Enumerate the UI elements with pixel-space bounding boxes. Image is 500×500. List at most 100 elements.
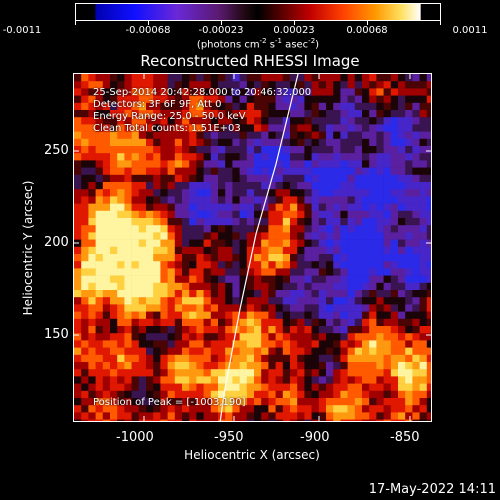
heatmap-cell (189, 153, 197, 161)
heatmap-cell (153, 146, 161, 154)
heatmap-cell (290, 347, 298, 356)
heatmap-cell (81, 376, 89, 384)
heatmap-cell (376, 74, 384, 82)
heatmap-cell (333, 376, 341, 384)
heatmap-cell (412, 138, 420, 147)
heatmap-cell (398, 369, 406, 377)
heatmap-cell (354, 74, 363, 82)
heatmap-cell (297, 95, 305, 104)
heatmap-cell (304, 390, 312, 399)
heatmap-cell (218, 369, 226, 377)
heatmap-cell (412, 405, 420, 413)
heatmap-cell (268, 218, 276, 226)
heatmap-cell (246, 210, 255, 219)
heatmap-cell (369, 398, 377, 406)
heatmap-cell (347, 174, 356, 183)
heatmap-cell (210, 196, 219, 204)
heatmap-cell (102, 88, 111, 96)
heatmap-cell (210, 146, 219, 154)
heatmap-cell (218, 398, 226, 406)
heatmap-cell (81, 254, 89, 262)
heatmap-cell (167, 138, 176, 147)
heatmap-cell (153, 347, 161, 356)
heatmap-cell (376, 340, 384, 348)
heatmap-cell (196, 110, 204, 118)
heatmap-cell (210, 232, 219, 240)
heatmap-cell (95, 246, 104, 255)
heatmap-cell (174, 160, 183, 168)
heatmap-cell (232, 81, 240, 89)
heatmap-cell (153, 225, 161, 233)
heatmap-cell (354, 383, 363, 392)
heatmap-cell (218, 419, 226, 421)
heatmap-cell (124, 369, 132, 377)
heatmap-cell (419, 117, 428, 125)
x-tick-label: -850 (390, 430, 420, 445)
heatmap-cell (74, 390, 82, 399)
heatmap-cell (369, 297, 377, 305)
heatmap-cell (131, 138, 140, 147)
heatmap-cell (81, 146, 89, 154)
heatmap-cell (261, 239, 269, 248)
heatmap-cell (275, 189, 284, 197)
heatmap-cell (383, 362, 392, 370)
heatmap-cell (196, 369, 204, 377)
heatmap-cell (74, 196, 82, 204)
heatmap-cell (203, 254, 212, 262)
heatmap-cell (412, 275, 420, 284)
heatmap-cell (297, 275, 305, 284)
heatmap-cell (268, 117, 276, 125)
heatmap-cell (117, 153, 125, 161)
heatmap-cell (405, 311, 413, 320)
heatmap-cell (326, 138, 334, 147)
heatmap-cell (275, 333, 284, 341)
heatmap-cell (110, 254, 118, 262)
heatmap-cell (131, 268, 140, 276)
heatmap-cell (95, 254, 104, 262)
heatmap-cell (246, 189, 255, 197)
heatmap-cell (398, 239, 406, 248)
heatmap-cell (81, 340, 89, 348)
heatmap-cell (88, 354, 96, 363)
heatmap-cell (398, 246, 406, 255)
heatmap-cell (383, 254, 392, 262)
heatmap-cell (153, 340, 161, 348)
heatmap-cell (232, 390, 240, 399)
heatmap-cell (369, 81, 377, 89)
heatmap-cell (326, 290, 334, 298)
heatmap-cell (95, 369, 104, 377)
heatmap-cell (254, 167, 262, 176)
heatmap-cell (182, 196, 190, 204)
heatmap-cell (318, 203, 327, 212)
heatmap-cell (254, 246, 262, 255)
heatmap-cell (124, 138, 132, 147)
heatmap-cell (318, 311, 327, 320)
heatmap-cell (333, 225, 341, 233)
heatmap-cell (405, 131, 413, 140)
heatmap-cell (167, 167, 176, 176)
heatmap-cell (261, 196, 269, 204)
heatmap-cell (362, 153, 370, 161)
heatmap-cell (218, 203, 226, 212)
heatmap-cell (398, 88, 406, 96)
heatmap-cell (167, 246, 176, 255)
heatmap-cell (146, 225, 154, 233)
heatmap-cell (174, 390, 183, 399)
heatmap-cell (275, 318, 284, 327)
heatmap-cell (218, 225, 226, 233)
heatmap-cell (124, 275, 132, 284)
heatmap-cell (74, 340, 82, 348)
heatmap-cell (117, 282, 125, 291)
heatmap-cell (131, 383, 140, 392)
heatmap-cell (131, 117, 140, 125)
heatmap-cell (347, 131, 356, 140)
heatmap-cell (426, 318, 431, 327)
heatmap-cell (254, 282, 262, 291)
heatmap-cell (426, 174, 431, 183)
heatmap-cell (88, 153, 96, 161)
heatmap-cell (160, 218, 168, 226)
heatmap-cell (426, 297, 431, 305)
heatmap-cell (225, 88, 233, 96)
heatmap-cell (210, 203, 219, 212)
heatmap-cell (182, 261, 190, 269)
